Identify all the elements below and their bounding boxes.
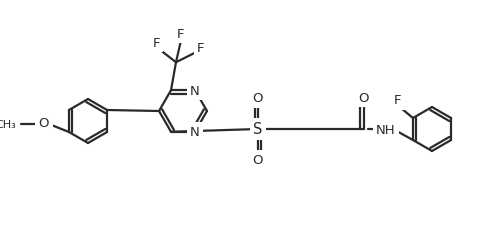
Text: O: O bbox=[253, 92, 263, 105]
Text: S: S bbox=[253, 122, 263, 137]
Text: O: O bbox=[39, 117, 49, 130]
Text: NH: NH bbox=[376, 123, 396, 136]
Text: O: O bbox=[253, 154, 263, 167]
Text: N: N bbox=[190, 84, 200, 97]
Text: CH₃: CH₃ bbox=[0, 120, 16, 129]
Text: F: F bbox=[152, 37, 160, 49]
Text: N: N bbox=[190, 126, 200, 139]
Text: F: F bbox=[177, 28, 185, 41]
Text: O: O bbox=[359, 91, 369, 104]
Text: F: F bbox=[394, 94, 402, 107]
Text: F: F bbox=[197, 41, 205, 55]
